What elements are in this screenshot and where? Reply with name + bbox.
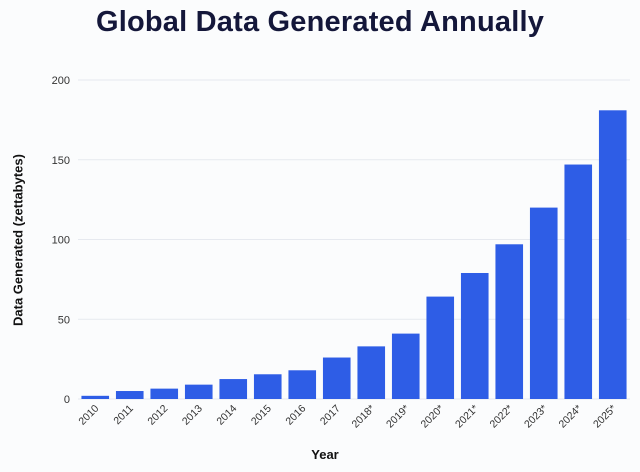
y-tick-label: 0 [64,394,70,406]
bar-2018-est [357,346,386,399]
bar-2022-est [495,244,524,399]
y-tick-labels: 0 50 100 150 200 [52,75,70,406]
x-tick-label: 2016 [283,403,308,428]
x-tick-label: 2013 [180,403,205,428]
bars [81,110,627,400]
x-tick-label: 2012 [145,403,170,428]
x-tick-label: 2018* [349,403,377,431]
x-tick-label: 2011 [111,403,136,428]
x-tick-label: 2020* [418,403,446,431]
y-tick-label: 150 [52,155,70,167]
bar-2015 [253,374,282,399]
x-tick-label: 2024* [556,403,584,431]
x-tick-label: 2021* [453,403,481,431]
bar-2023-est [529,207,558,399]
bar-2020-est [426,296,455,399]
bar-2013 [184,384,213,399]
x-tick-label: 2010 [76,403,101,428]
x-tick-label: 2019* [384,403,412,431]
y-tick-label: 100 [52,235,70,247]
bar-2024-est [564,164,593,399]
bar-2011 [115,391,144,399]
chart-title: Global Data Generated Annually [95,6,545,38]
x-axis-label: Year [311,447,339,462]
bar-2016 [288,370,317,399]
x-tick-label: 2022* [487,403,515,431]
bar-2014 [219,379,248,399]
x-tick-label: 2025* [591,403,619,431]
bar-2010 [81,395,110,399]
bar-2021-est [460,272,489,399]
x-tick-label: 2017 [318,403,343,428]
x-tick-labels: 2010 2011 2012 2013 2014 2015 2016 2017 2018* 201… [76,403,619,431]
x-tick-label: 2014 [214,403,239,428]
y-tick-label: 50 [58,314,70,326]
x-tick-label: 2023* [522,403,550,431]
bar-2025-est [598,110,627,400]
bar-2017 [322,357,351,399]
x-tick-label: 2015 [249,403,274,428]
bar-2012 [150,388,179,399]
y-tick-label: 200 [52,75,70,87]
bar-2019-est [391,333,420,399]
